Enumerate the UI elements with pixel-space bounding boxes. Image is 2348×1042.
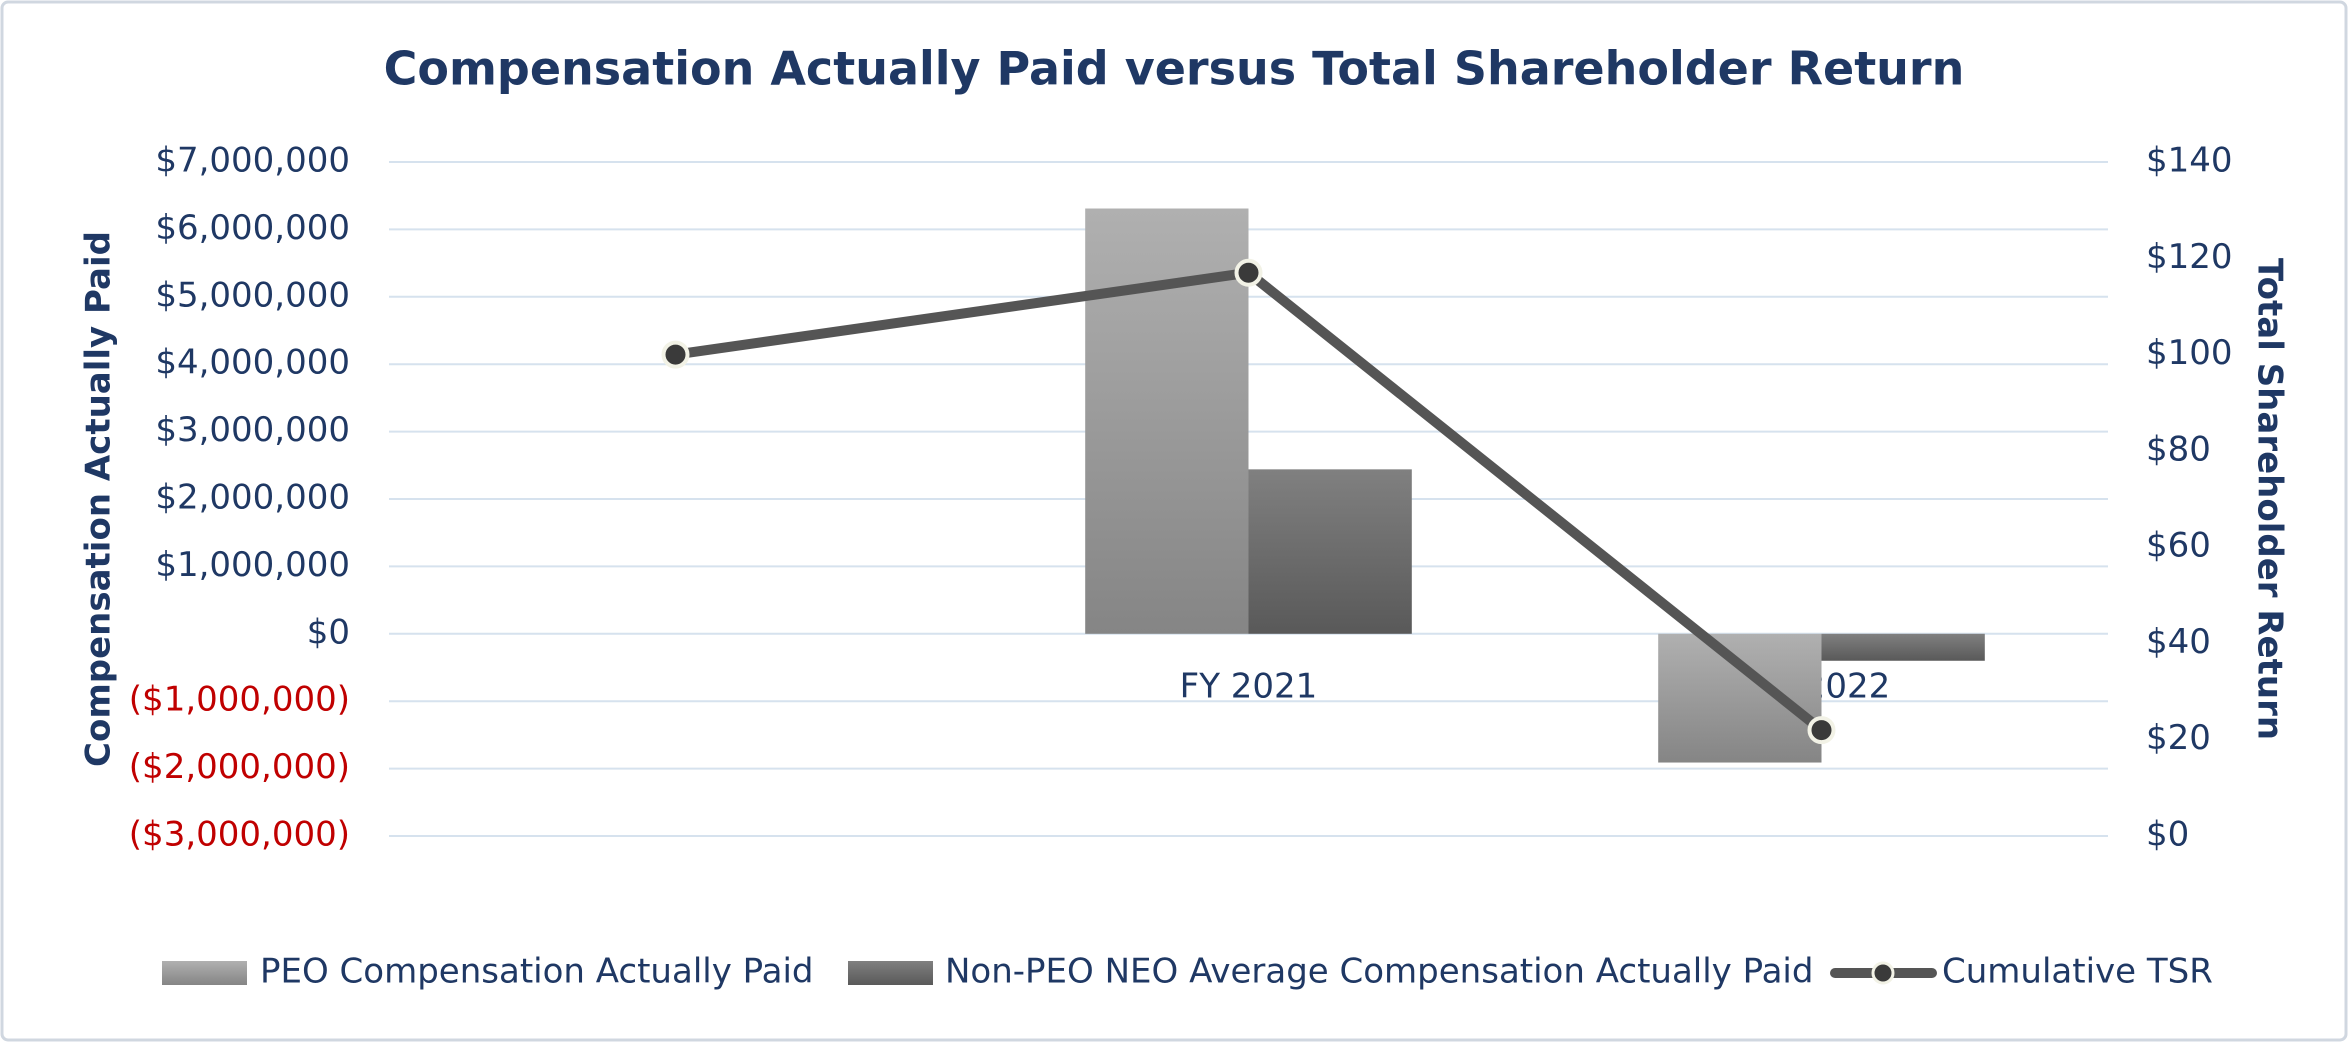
y2-tick-label: $60: [2146, 526, 2211, 566]
y2-tick-label: $40: [2146, 622, 2211, 662]
y2-tick-label: $140: [2146, 141, 2233, 181]
bar: [1248, 469, 1412, 634]
y-tick-label: $1,000,000: [155, 545, 350, 585]
y-tick-label: ($3,000,000): [129, 815, 350, 855]
legend: PEO Compensation Actually Paid Non-PEO NE…: [162, 952, 2213, 992]
y-tick-label: $5,000,000: [155, 275, 350, 315]
legend-label: PEO Compensation Actually Paid: [260, 952, 813, 992]
legend-label: Non-PEO NEO Average Compensation Actuall…: [945, 952, 1813, 992]
y2-tick-label: $100: [2146, 333, 2233, 373]
bar: [1658, 633, 1822, 763]
legend-swatch: [848, 961, 933, 985]
line-marker: [1234, 258, 1263, 287]
y-tick-label: $4,000,000: [155, 343, 350, 383]
y-tick-label: ($2,000,000): [129, 747, 350, 787]
chart-title: Compensation Actually Paid versus Total …: [384, 42, 1965, 96]
y-tick-label: $3,000,000: [155, 410, 350, 450]
plot: [661, 208, 1985, 763]
line-marker: [661, 340, 690, 369]
y2-tick-label: $120: [2146, 237, 2233, 277]
y-tick-label: $0: [307, 612, 350, 652]
y2-axis-title: Total Shareholder Return: [2250, 258, 2290, 740]
bar: [1821, 633, 1985, 661]
legend-marker: [1871, 961, 1895, 985]
legend-label: Cumulative TSR: [1942, 952, 2213, 992]
y-axis-title: Compensation Actually Paid: [79, 231, 119, 767]
y2-tick-label: $20: [2146, 718, 2211, 758]
y-tick-label: ($1,000,000): [129, 680, 350, 720]
y2-tick-label: $0: [2146, 815, 2189, 855]
y-tick-label: $2,000,000: [155, 478, 350, 518]
x-tick-label: FY 2021: [1180, 666, 1318, 706]
y-tick-label: $7,000,000: [155, 141, 350, 181]
y-tick-label: $6,000,000: [155, 208, 350, 248]
line-marker: [1807, 716, 1836, 745]
legend-swatch: [162, 961, 247, 985]
y2-tick-label: $80: [2146, 429, 2211, 469]
